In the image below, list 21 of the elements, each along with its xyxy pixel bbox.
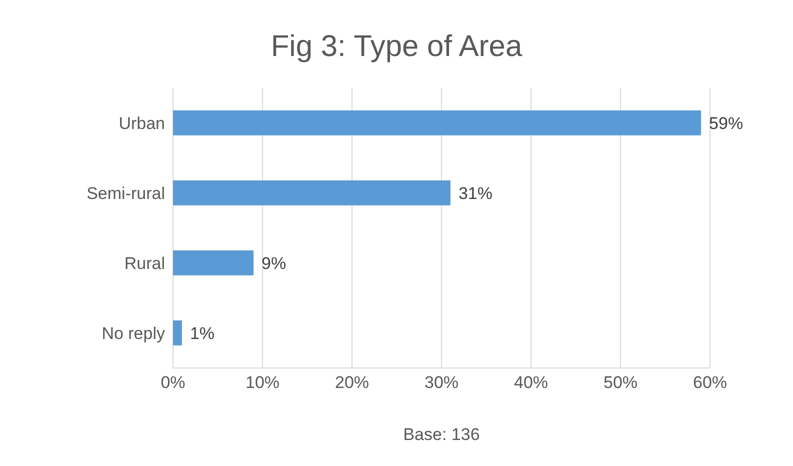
y-tick-label: Semi-rural — [86, 184, 165, 204]
data-label: 1% — [190, 324, 215, 343]
bar — [173, 250, 254, 276]
x-tick-label: 20% — [334, 373, 370, 392]
x-axis-title: Base: 136 — [403, 425, 480, 444]
y-tick-label: Urban — [118, 114, 165, 134]
x-tick-label: 0% — [160, 373, 186, 392]
chart-title: Fig 3: Type of Area — [270, 29, 524, 65]
x-tick-label: 40% — [514, 373, 548, 392]
y-tick-label: No reply — [102, 324, 166, 344]
y-tick-label: Rural — [124, 254, 165, 274]
x-tick-label: 10% — [245, 373, 280, 392]
bar — [173, 110, 702, 136]
bar — [173, 180, 450, 206]
x-tick-label: 60% — [692, 373, 728, 392]
data-label: 31% — [458, 184, 492, 203]
x-tick-label: 30% — [424, 373, 459, 392]
x-tick-label: 50% — [603, 373, 638, 392]
bar — [173, 320, 182, 346]
data-label: 9% — [262, 254, 286, 273]
data-label: 59% — [709, 114, 744, 133]
